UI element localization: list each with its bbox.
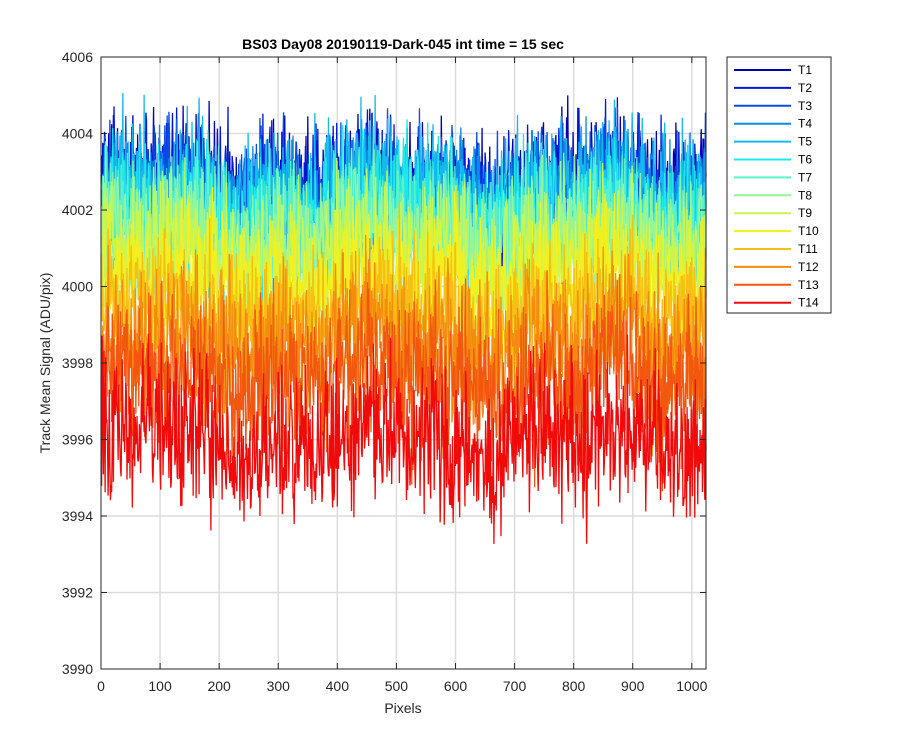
y-tick-label: 3996: [62, 432, 93, 448]
x-tick-label: 300: [267, 678, 291, 694]
x-tick-label: 100: [148, 678, 172, 694]
legend-item-t13: T13: [734, 278, 819, 292]
series-line-t14: [100, 333, 707, 544]
x-tick-label: 400: [326, 678, 350, 694]
legend-label: T14: [798, 296, 819, 310]
legend-label: T3: [798, 99, 812, 113]
legend-label: T4: [798, 117, 812, 131]
legend-item-t4: T4: [734, 117, 812, 131]
legend-label: T2: [798, 81, 812, 95]
x-tick-label: 900: [621, 678, 645, 694]
legend-label: T8: [798, 188, 812, 202]
legend-item-t2: T2: [734, 81, 812, 95]
y-tick-label: 3990: [62, 661, 93, 677]
legend: T1 T2 T3 T4 T5 T6 T7 T8 T9 T10 T11 T12 T13 T14: [726, 56, 832, 314]
x-tick-label: 0: [97, 678, 105, 694]
y-axis-label: Track Mean Signal (ADU/pix): [37, 273, 53, 454]
legend-label: T11: [798, 242, 818, 256]
x-tick-label: 700: [503, 678, 527, 694]
legend-item-t11: T11: [734, 242, 818, 256]
x-tick-label: 200: [207, 678, 231, 694]
x-axis-ticks: 0 100 200 300 400 500 600 700 800 900 1000: [97, 57, 708, 694]
legend-item-t9: T9: [734, 206, 812, 220]
legend-item-t5: T5: [734, 135, 812, 149]
legend-item-t12: T12: [734, 260, 819, 274]
legend-box: [726, 56, 832, 314]
legend-item-t6: T6: [734, 153, 812, 167]
legend-item-t3: T3: [734, 99, 812, 113]
legend-label: T9: [798, 206, 812, 220]
y-tick-label: 4004: [62, 126, 93, 142]
x-tick-label: 800: [562, 678, 586, 694]
legend-label: T13: [798, 278, 819, 292]
legend-label: T6: [798, 153, 812, 167]
x-tick-label: 600: [444, 678, 468, 694]
chart-title: BS03 Day08 20190119-Dark-045 int time = …: [242, 36, 564, 52]
legend-label: T1: [798, 63, 812, 77]
legend-label: T10: [798, 224, 819, 238]
legend-item-t7: T7: [734, 170, 812, 184]
y-tick-label: 3992: [62, 585, 93, 601]
x-tick-label: 1000: [676, 678, 707, 694]
x-axis-label: Pixels: [384, 700, 421, 716]
legend-label: T12: [798, 260, 819, 274]
y-tick-label: 4006: [62, 49, 93, 65]
y-tick-label: 3998: [62, 355, 93, 371]
y-tick-label: 4000: [62, 279, 93, 295]
legend-item-t14: T14: [734, 296, 819, 310]
legend-item-t8: T8: [734, 188, 812, 202]
series-lines: [100, 93, 707, 544]
legend-label: T7: [798, 170, 812, 184]
legend-item-t1: T1: [734, 63, 812, 77]
y-tick-label: 4002: [62, 202, 93, 218]
x-tick-label: 500: [385, 678, 409, 694]
legend-label: T5: [798, 135, 812, 149]
y-axis-ticks: 3990 3992 3994 3996 3998 4000 4002 4004 4006: [62, 49, 706, 677]
y-tick-label: 3994: [62, 508, 93, 524]
legend-item-t10: T10: [734, 224, 819, 238]
